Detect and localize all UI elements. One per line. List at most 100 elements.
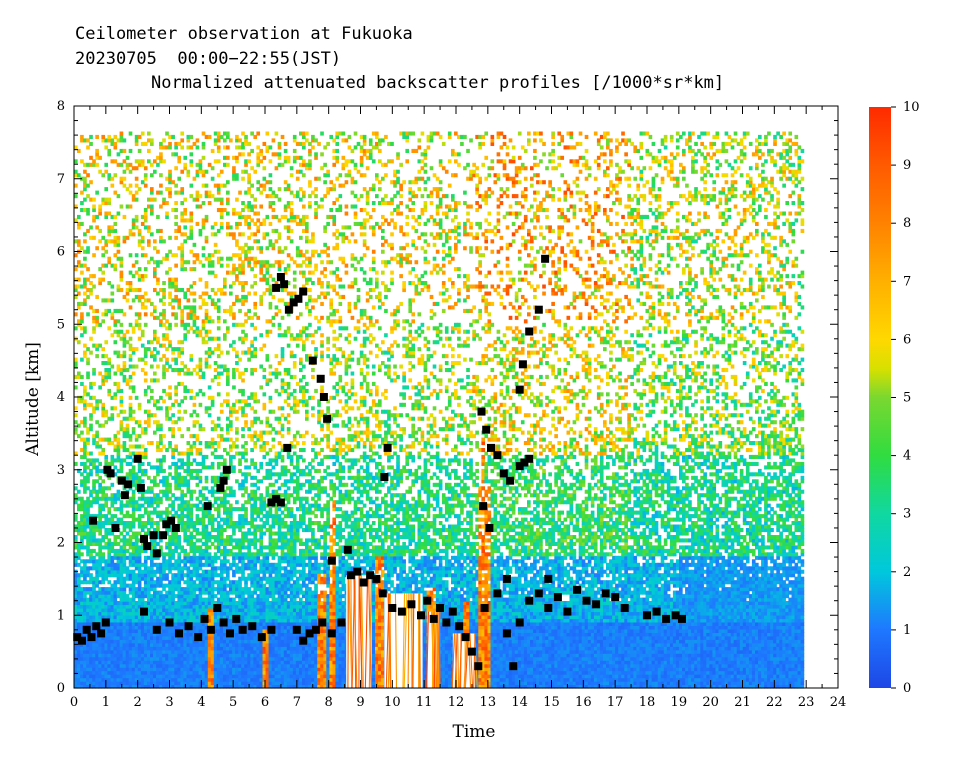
heatmap-cell [758,681,762,686]
heatmap-cell [675,667,680,672]
heatmap-cell [195,663,200,668]
heatmap-cell [104,674,109,679]
heatmap-cell [621,681,625,686]
heatmap-cell [189,615,194,620]
heatmap-cell [484,635,489,640]
heatmap-cell [311,681,315,686]
heatmap-cell [314,674,318,679]
heatmap-cell [621,660,625,665]
heatmap-cell [195,681,200,686]
heatmap-cell [232,667,236,672]
heatmap-cell [530,615,534,620]
heatmap-cell [250,677,254,682]
heatmap-cell [767,625,771,630]
heatmap-cell [609,681,613,686]
heatmap-cell [131,653,136,658]
heatmap-cell [572,663,577,668]
heatmap-cell [718,656,723,661]
heatmap-cell [314,667,318,672]
heatmap-cell [229,639,233,644]
heatmap-cell [563,681,568,686]
heatmap-cell [311,660,315,665]
heatmap-cell [745,684,750,689]
heatmap-cell [441,681,446,686]
heatmap-cell [612,674,616,679]
heatmap-cell [253,670,258,675]
heatmap-cell [140,677,145,682]
heatmap-cell [128,639,133,644]
heatmap-cell [536,684,540,689]
heatmap-cell [444,663,449,668]
heatmap-cell [660,628,665,633]
heatmap-cell [633,670,638,675]
heatmap-cell [703,656,707,661]
heatmap-cell [712,677,717,682]
heatmap-cell [371,615,376,620]
heatmap-cell [256,667,261,672]
heatmap-cell [140,653,145,658]
heatmap-cell [183,653,188,658]
heatmap-cell [499,653,504,658]
heatmap-cell [767,677,771,682]
heatmap-cell [764,653,768,658]
heatmap-cell [688,674,692,679]
heatmap-cell [171,653,175,658]
heatmap-cell [615,628,619,633]
heatmap-cell [584,615,589,620]
heatmap-cell [791,667,796,672]
heatmap-cell [487,656,492,661]
heatmap-cell [210,663,215,668]
heatmap-cell [542,667,546,672]
heatmap-cell [560,660,565,665]
heatmap-cell [116,670,121,675]
heatmap-cell [232,681,236,686]
heatmap-cell [186,656,191,661]
heatmap-cell [557,656,562,661]
heatmap-cell [654,670,659,675]
heatmap-cell [794,677,799,682]
heatmap-cell [721,621,726,626]
heatmap-cell [238,681,242,686]
heatmap-cell [283,660,288,665]
heatmap-cell [557,677,562,682]
heatmap-cell [226,653,230,658]
heatmap-cell [751,677,756,682]
heatmap-cell [317,660,321,665]
heatmap-cell [113,656,118,661]
heatmap-cell [545,621,549,626]
heatmap-cell [560,646,565,651]
heatmap-cell [697,642,701,647]
heatmap-cell [666,677,671,682]
heatmap-cell [381,663,385,668]
heatmap-cell [274,642,279,647]
heatmap-cell [742,684,747,689]
heatmap-cell [481,656,486,661]
heatmap-cell [338,670,343,675]
heatmap-cell [174,677,178,682]
heatmap-cell [733,667,738,672]
heatmap-cell [122,646,127,651]
heatmap-cell [177,656,182,661]
heatmap-cell [274,677,279,682]
heatmap-cell [168,628,172,633]
heatmap-cell [201,681,206,686]
heatmap-cell [782,621,786,626]
heatmap-cell [444,667,449,672]
heatmap-cell [180,653,185,658]
heatmap-cell [727,674,732,679]
heatmap-cell [314,677,318,682]
heatmap-cell [80,656,84,661]
heatmap-cell [493,656,498,661]
heatmap-cell [660,681,665,686]
heatmap-cell [724,653,729,658]
heatmap-cell [530,684,534,689]
heatmap-cell [630,674,634,679]
heatmap-cell [375,663,379,668]
heatmap-cell [764,674,768,679]
heatmap-cell [335,674,340,679]
heatmap-cell [137,660,142,665]
heatmap-cell [788,642,793,647]
heatmap-cell [153,660,157,665]
heatmap-cell [560,677,565,682]
heatmap-cell [320,684,324,689]
